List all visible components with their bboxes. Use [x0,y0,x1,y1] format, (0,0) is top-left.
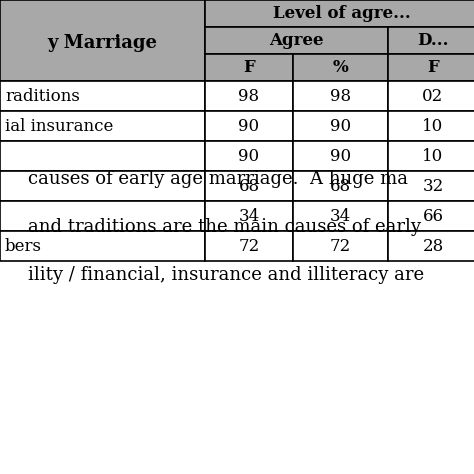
Text: 10: 10 [422,118,444,135]
Bar [0,201,205,231]
Text: 10: 10 [422,147,444,164]
Bar [388,141,474,171]
Bar [205,141,293,171]
Bar [388,27,474,54]
Bar [293,54,388,81]
Text: raditions: raditions [5,88,80,104]
Text: 90: 90 [238,147,260,164]
Text: 34: 34 [330,208,351,225]
Text: 02: 02 [422,88,444,104]
Bar [293,201,388,231]
Bar [0,81,205,111]
Text: 68: 68 [238,177,260,194]
Text: Agree: Agree [269,32,324,49]
Bar [205,54,293,81]
Text: 68: 68 [330,177,351,194]
Bar [205,171,293,201]
Bar [293,171,388,201]
Text: 98: 98 [330,88,351,104]
Bar [0,0,205,81]
Bar [388,231,474,261]
Text: ial insurance: ial insurance [5,118,113,135]
Text: 66: 66 [422,208,444,225]
Text: and traditions are the main causes of early: and traditions are the main causes of ea… [28,218,421,236]
Text: 32: 32 [422,177,444,194]
Bar [293,141,388,171]
Bar [205,0,474,27]
Bar [388,54,474,81]
Bar [388,81,474,111]
Bar [0,171,205,201]
Text: 90: 90 [330,118,351,135]
Text: %: % [333,59,348,76]
Text: 90: 90 [330,147,351,164]
Bar [205,201,293,231]
Bar [293,111,388,141]
Text: D...: D... [417,32,449,49]
Bar [388,201,474,231]
Text: 28: 28 [422,237,444,255]
Bar [0,111,205,141]
Text: bers: bers [5,237,42,255]
Text: y Marriage: y Marriage [47,34,157,52]
Text: 72: 72 [330,237,351,255]
Text: F: F [427,59,439,76]
Bar [205,231,293,261]
Bar [0,231,205,261]
Text: Level of agre...: Level of agre... [273,5,410,22]
Text: F: F [243,59,255,76]
Bar [0,141,205,171]
Text: ility / financial, insurance and illiteracy are: ility / financial, insurance and illiter… [28,266,424,284]
Text: 72: 72 [238,237,260,255]
Bar [388,111,474,141]
Bar [293,81,388,111]
Bar [388,171,474,201]
Bar [205,27,388,54]
Text: 34: 34 [238,208,260,225]
Text: causes of early age marriage.  A huge ma: causes of early age marriage. A huge ma [28,170,408,188]
Text: 98: 98 [238,88,260,104]
Bar [293,231,388,261]
Bar [205,81,293,111]
Bar [205,111,293,141]
Text: 90: 90 [238,118,260,135]
